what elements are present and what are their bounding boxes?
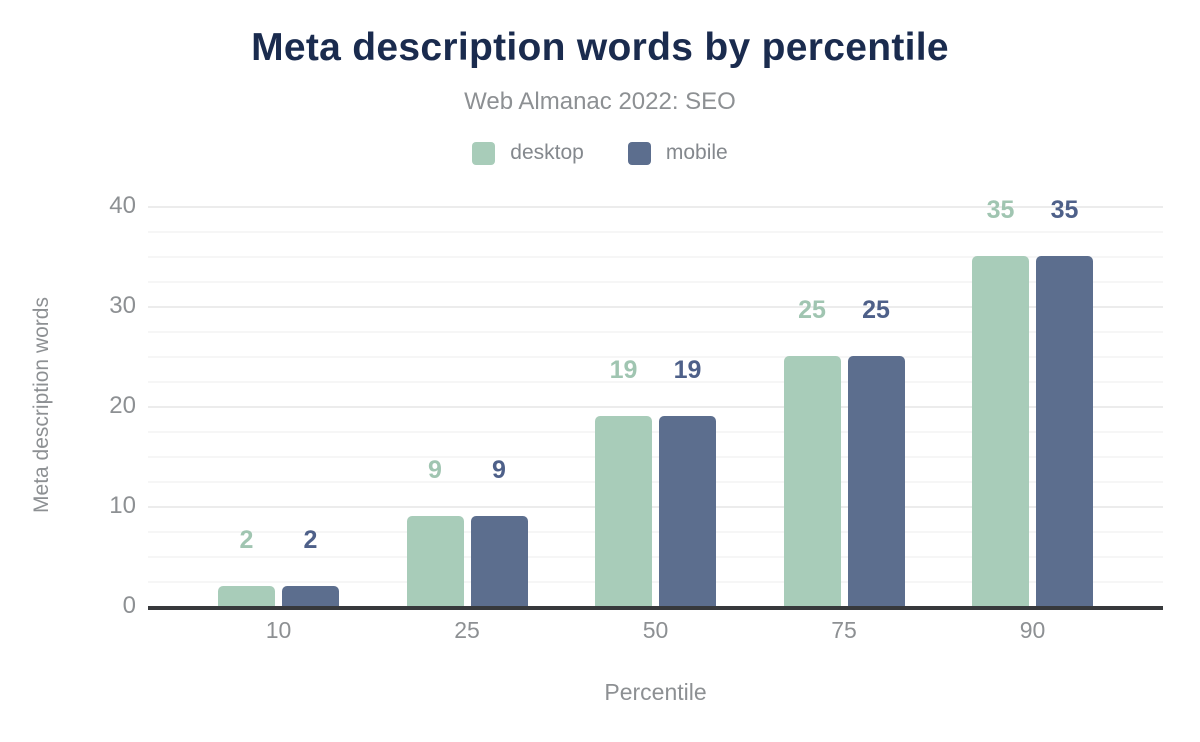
y-tick-label-20: 20 — [109, 392, 136, 419]
x-axis-title: Percentile — [604, 679, 707, 705]
bar-value-label-mobile-p25: 9 — [492, 456, 506, 484]
y-tick-label-30: 30 — [109, 292, 136, 319]
legend-label-desktop: desktop — [510, 141, 584, 164]
minor-gridline — [148, 381, 1163, 383]
x-tick-label-10: 10 — [265, 617, 292, 643]
y-tick-label-0: 0 — [122, 592, 136, 619]
major-gridline — [148, 406, 1163, 408]
minor-gridline — [148, 231, 1163, 233]
bar-desktop-p90[interactable] — [972, 256, 1029, 606]
major-gridline — [148, 506, 1163, 508]
bar-value-label-desktop-p90: 35 — [986, 196, 1015, 224]
chart-title: Meta description words by percentile — [251, 26, 949, 69]
bar-value-label-desktop-p75: 25 — [798, 296, 826, 324]
minor-gridline — [148, 456, 1163, 458]
minor-gridline — [148, 531, 1163, 533]
minor-gridline — [148, 256, 1163, 258]
major-gridline — [148, 206, 1163, 208]
bar-value-label-mobile-p50: 19 — [673, 356, 702, 384]
bar-mobile-p90[interactable] — [1036, 256, 1093, 606]
minor-gridline — [148, 356, 1163, 358]
bar-desktop-p25[interactable] — [406, 516, 464, 606]
x-tick-label-90: 90 — [1019, 617, 1046, 643]
legend-swatch-desktop-icon — [472, 141, 496, 165]
x-tick-label-50: 50 — [642, 617, 669, 643]
bar-desktop-p10[interactable] — [218, 586, 275, 606]
chart-subtitle: Web Almanac 2022: SEO — [464, 88, 736, 115]
legend-item-mobile: mobile — [627, 141, 728, 165]
bar-mobile-p25[interactable] — [470, 516, 528, 606]
minor-gridline — [148, 481, 1163, 483]
x-axis-line — [148, 606, 1163, 610]
legend-label-mobile: mobile — [665, 141, 728, 164]
y-axis-title: Meta description words — [30, 297, 53, 513]
x-tick-label-75: 75 — [831, 617, 857, 643]
bar-mobile-p50[interactable] — [659, 416, 716, 606]
bar-mobile-p10[interactable] — [282, 586, 339, 606]
x-tick-label-25: 25 — [454, 617, 480, 643]
legend-item-desktop: desktop — [472, 141, 584, 165]
bar-value-label-desktop-p10: 2 — [239, 526, 254, 554]
bar-value-label-desktop-p50: 19 — [609, 356, 638, 384]
bar-mobile-p75[interactable] — [847, 356, 905, 606]
bar-value-label-mobile-p10: 2 — [303, 526, 318, 554]
bar-desktop-p50[interactable] — [595, 416, 652, 606]
y-tick-label-10: 10 — [109, 492, 136, 519]
minor-gridline — [148, 581, 1163, 583]
legend-swatch-mobile-icon — [627, 141, 651, 165]
minor-gridline — [148, 431, 1163, 433]
major-gridline — [148, 306, 1163, 308]
minor-gridline — [148, 281, 1163, 283]
bar-value-label-mobile-p90: 35 — [1050, 196, 1079, 224]
y-tick-label-40: 40 — [109, 192, 136, 219]
bar-value-label-desktop-p25: 9 — [428, 456, 442, 484]
minor-gridline — [148, 331, 1163, 333]
bar-value-label-mobile-p75: 25 — [862, 296, 890, 324]
bar-desktop-p75[interactable] — [783, 356, 841, 606]
minor-gridline — [148, 556, 1163, 558]
legend: desktop mobile — [0, 141, 1200, 165]
